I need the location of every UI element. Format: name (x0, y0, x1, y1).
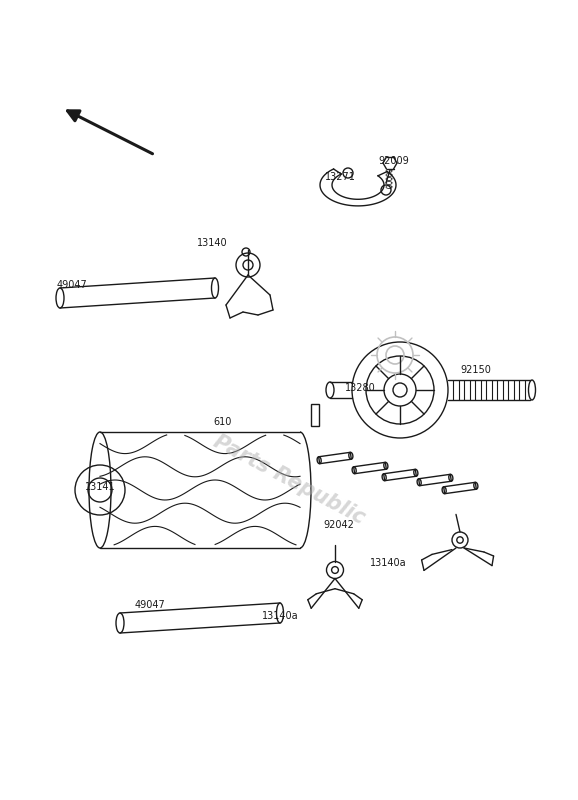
Text: 92009: 92009 (378, 156, 409, 166)
Text: 13140a: 13140a (262, 611, 299, 621)
Text: 13140: 13140 (197, 238, 228, 248)
Text: 13280: 13280 (345, 383, 376, 393)
Text: 92150: 92150 (460, 365, 491, 375)
Text: 610: 610 (213, 417, 231, 427)
Text: Parts Republic: Parts Republic (210, 431, 368, 529)
Text: 13271: 13271 (325, 172, 356, 182)
Text: 49047: 49047 (135, 600, 166, 610)
Text: 13141: 13141 (85, 482, 116, 492)
Text: 13140a: 13140a (370, 558, 407, 568)
Text: 92042: 92042 (323, 520, 354, 530)
Text: 49047: 49047 (57, 280, 88, 290)
